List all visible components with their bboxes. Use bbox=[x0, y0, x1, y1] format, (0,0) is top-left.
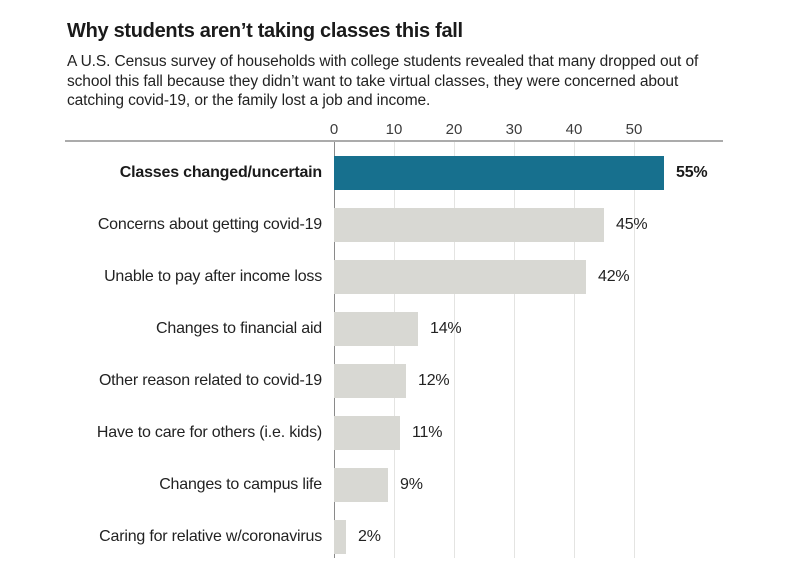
value-label: 11% bbox=[412, 424, 443, 441]
gridline bbox=[454, 142, 455, 558]
value-label: 9% bbox=[400, 476, 423, 493]
x-tick-label: 0 bbox=[329, 121, 339, 138]
gridline bbox=[634, 142, 635, 558]
bar-row: Caring for relative w/coronavirus 2% bbox=[65, 511, 765, 563]
bar bbox=[334, 312, 418, 346]
category-label: Have to care for others (i.e. kids) bbox=[96, 424, 322, 441]
category-label: Changes to campus life bbox=[159, 476, 322, 493]
category-label: Changes to financial aid bbox=[156, 320, 322, 337]
x-tick-label: 10 bbox=[385, 121, 403, 138]
chart-subtitle: A U.S. Census survey of households with … bbox=[67, 53, 699, 109]
x-tick-label: 40 bbox=[565, 121, 583, 138]
bar bbox=[334, 208, 604, 242]
bar-row: Unable to pay after income loss 42% bbox=[65, 251, 765, 303]
value-label: 14% bbox=[430, 320, 462, 337]
x-tick-label: 30 bbox=[505, 121, 523, 138]
gridline bbox=[574, 142, 575, 558]
bar-row: Classes changed/uncertain 55% bbox=[65, 147, 765, 199]
bar bbox=[334, 260, 586, 294]
zero-baseline bbox=[334, 142, 335, 558]
category-label: Concerns about getting covid-19 bbox=[97, 216, 322, 233]
gridline bbox=[394, 142, 395, 558]
value-label: 42% bbox=[598, 268, 630, 285]
bar-row: Changes to campus life 9% bbox=[65, 459, 765, 511]
value-label: 12% bbox=[418, 372, 450, 389]
bar-highlighted bbox=[334, 156, 664, 190]
bar bbox=[334, 468, 388, 502]
category-label: Classes changed/uncertain bbox=[119, 164, 322, 181]
bar bbox=[334, 416, 400, 450]
x-axis-line bbox=[65, 140, 723, 142]
x-tick-label: 50 bbox=[625, 121, 643, 138]
value-label: 45% bbox=[616, 216, 648, 233]
bar-row: Have to care for others (i.e. kids) 11% bbox=[65, 407, 765, 459]
category-label: Other reason related to covid-19 bbox=[98, 372, 322, 389]
gridline bbox=[514, 142, 515, 558]
bar bbox=[334, 520, 346, 554]
chart-title: Why students aren’t taking classes this … bbox=[67, 20, 463, 42]
bar-row: Other reason related to covid-19 12% bbox=[65, 355, 765, 407]
value-label: 2% bbox=[358, 528, 381, 545]
bar-row: Changes to financial aid 14% bbox=[65, 303, 765, 355]
category-label: Caring for relative w/coronavirus bbox=[99, 528, 322, 545]
value-label: 55% bbox=[676, 164, 708, 181]
category-label: Unable to pay after income loss bbox=[104, 268, 322, 285]
bar-row: Concerns about getting covid-19 45% bbox=[65, 199, 765, 251]
bar-rows: Classes changed/uncertain 55% Concerns abo… bbox=[65, 147, 765, 563]
bar bbox=[334, 364, 406, 398]
x-tick-label: 20 bbox=[445, 121, 463, 138]
